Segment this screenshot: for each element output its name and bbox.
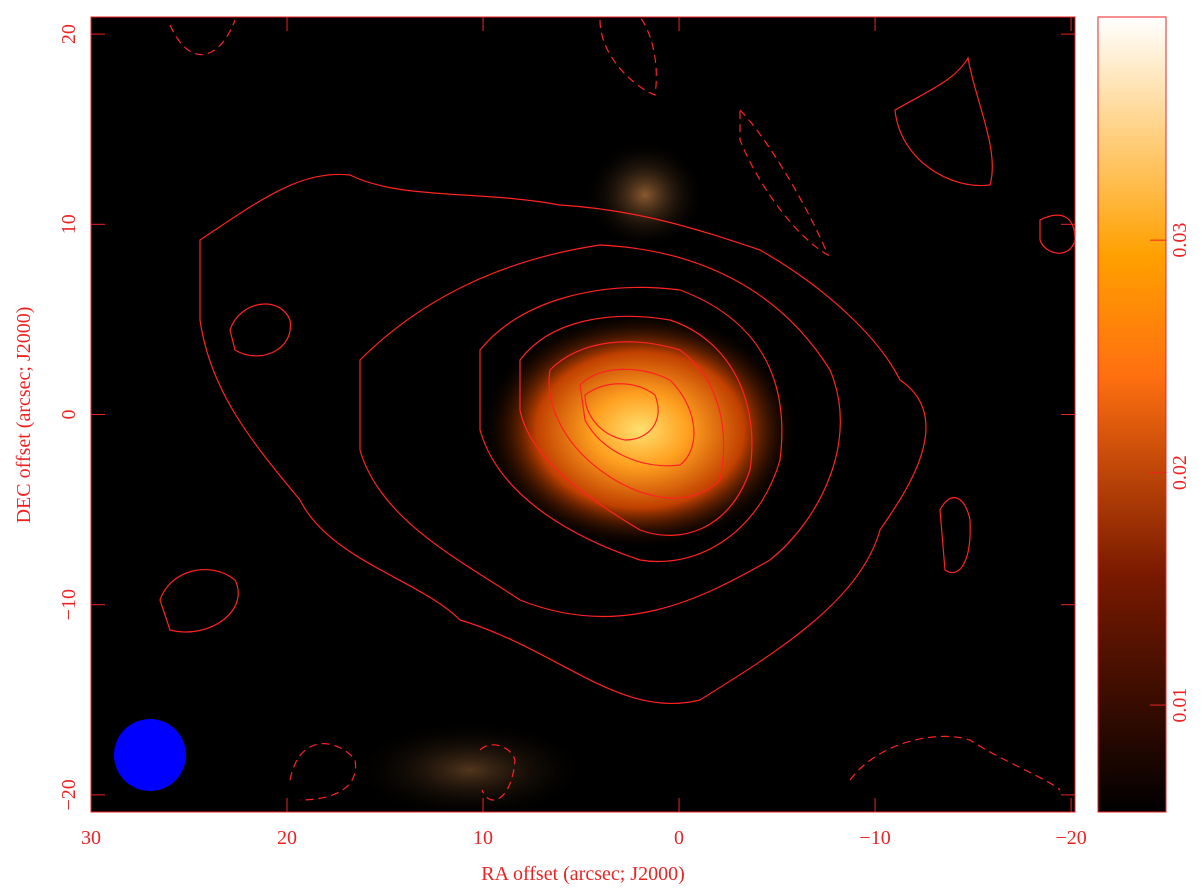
- colorbar-tick-label: 0.02: [1169, 455, 1191, 490]
- image-panel: [91, 17, 1075, 820]
- y-tick-label: 10: [58, 214, 80, 234]
- y-tick-label: −10: [58, 589, 80, 620]
- x-axis-label: RA offset (arcsec; J2000): [481, 863, 684, 885]
- emission-blob: [585, 140, 705, 250]
- colorbar-tick-label: 0.03: [1169, 223, 1191, 258]
- y-tick-label: 20: [58, 24, 80, 44]
- x-tick-label: 0: [674, 827, 684, 849]
- emission-blob: [350, 720, 590, 820]
- beam: [114, 719, 186, 791]
- y-tick-label: −20: [58, 779, 80, 810]
- x-tick-label: 10: [473, 827, 493, 849]
- chart: RA offset (arcsec; J2000) DEC offset (ar…: [0, 0, 1202, 892]
- x-tick-label: −20: [1055, 827, 1086, 849]
- x-tick-label: −10: [859, 827, 890, 849]
- x-tick-label: 30: [81, 827, 101, 849]
- colorbar-tick-label: 0.01: [1169, 688, 1191, 723]
- y-axis-label: DEC offset (arcsec; J2000): [13, 307, 35, 524]
- y-tick-label: 0: [58, 410, 80, 420]
- colorbar: [1098, 17, 1166, 812]
- x-tick-label: 20: [277, 827, 297, 849]
